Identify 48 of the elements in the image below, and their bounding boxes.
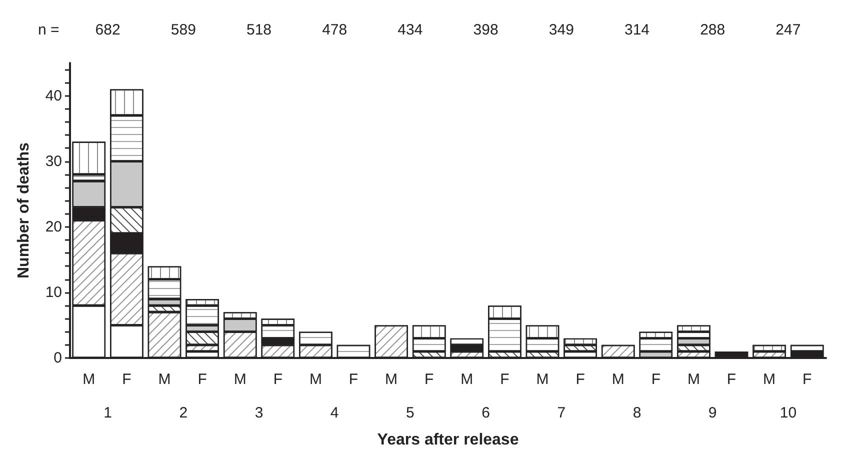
x-tick-label: F [273, 371, 282, 388]
x-tick-label: F [576, 371, 585, 388]
x-tick-label: M [385, 371, 398, 388]
text: 589 [170, 22, 196, 38]
text: 398 [473, 22, 498, 38]
text: 4 [330, 404, 339, 422]
x-tick-label: F [122, 371, 132, 388]
text: 247 [776, 22, 801, 38]
y-tick-label: 0 [54, 350, 62, 366]
x-tick-label: M [612, 371, 624, 388]
y-tick-label: 30 [45, 152, 62, 170]
text: 5 [406, 404, 414, 422]
y-axis-title: Number of deaths [16, 142, 32, 279]
text: 2 [179, 404, 188, 422]
x-tick-label: M [309, 371, 322, 388]
x-tick-label: F [802, 371, 812, 388]
x-tick-label: F [726, 371, 736, 388]
x-tick-label: F [651, 371, 660, 388]
x-tick-label: M [763, 371, 776, 388]
x-tick-label: M [158, 371, 171, 388]
text: 9 [708, 404, 717, 422]
text: 434 [398, 22, 423, 38]
text: n = [38, 22, 60, 38]
x-tick-label: M [460, 371, 474, 388]
text: 518 [246, 22, 272, 38]
text: 10 [780, 404, 797, 422]
text: 3 [254, 404, 264, 422]
x-tick-label: F [500, 371, 510, 388]
text: 7 [557, 404, 566, 422]
x-axis-title: Years after release [377, 432, 519, 448]
x-tick-label: M [536, 371, 549, 388]
y-tick-label: 40 [45, 87, 62, 104]
y-tick-label: 10 [45, 284, 62, 301]
text: 682 [95, 22, 120, 38]
text: 6 [482, 404, 490, 422]
x-tick-label: M [687, 371, 700, 388]
text: 1 [104, 404, 112, 422]
text: 478 [322, 22, 348, 38]
x-tick-label: F [424, 371, 434, 388]
y-tick-label: 20 [45, 218, 62, 236]
x-tick-label: M [234, 371, 246, 388]
x-tick-label: F [198, 371, 207, 388]
x-tick-label: M [82, 371, 96, 388]
x-tick-label: F [348, 371, 358, 388]
text: 288 [700, 22, 726, 38]
text: 314 [624, 22, 650, 38]
text: 8 [632, 404, 642, 422]
text: 349 [548, 22, 574, 38]
